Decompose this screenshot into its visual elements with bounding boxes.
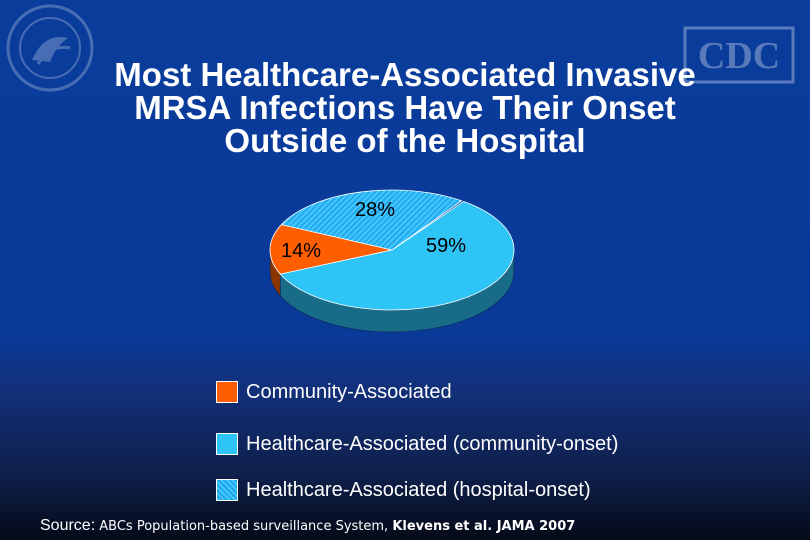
legend-swatch-hc-community-onset xyxy=(216,433,238,455)
pie-slice-hc-hospital-onset xyxy=(280,189,463,251)
cdc-logo-text: CDC xyxy=(698,35,780,77)
cdc-logo: CDC xyxy=(683,26,795,84)
legend-item-hc-community-onset: Healthcare-Associated (community-onset) xyxy=(216,422,776,466)
title-line-1: Most Healthcare-Associated Invasive xyxy=(114,56,696,93)
source-label: Source: xyxy=(40,517,96,534)
legend-item-community-associated: Community-Associated xyxy=(216,378,776,406)
source-reference: Klevens et al. JAMA 2007 xyxy=(392,519,576,534)
pie-label-community-associated: 14% xyxy=(281,240,321,262)
title-line-2: MRSA Infections Have Their Onset xyxy=(134,89,676,126)
hhs-seal-logo xyxy=(6,4,94,92)
legend-item-hc-hospital-onset: Healthcare-Associated (hospital-onset) xyxy=(216,468,776,512)
legend-label-hc-community-onset: Healthcare-Associated (community-onset) xyxy=(246,432,619,455)
page-title: Most Healthcare-Associated Invasive MRSA… xyxy=(30,58,780,157)
pie-slice-community-associated xyxy=(269,223,393,275)
pie-label-hc-hospital-onset: 28% xyxy=(355,199,395,221)
legend-swatch-community-associated xyxy=(216,381,238,403)
source-text: ABCs Population-based surveillance Syste… xyxy=(95,519,393,534)
legend-label-hc-hospital-onset: Healthcare-Associated (hospital-onset) xyxy=(246,478,591,501)
pie-slice-hc-community-onset xyxy=(279,201,515,311)
source-citation: Source: ABCs Population-based surveillan… xyxy=(40,517,575,535)
pie-label-hc-community-onset: 59% xyxy=(426,235,466,257)
legend-swatch-hc-hospital-onset xyxy=(216,479,238,501)
legend-label-community-associated: Community-Associated xyxy=(246,380,452,403)
title-line-3: Outside of the Hospital xyxy=(224,122,586,159)
chart-legend: Community-Associated Healthcare-Associat… xyxy=(216,378,776,512)
